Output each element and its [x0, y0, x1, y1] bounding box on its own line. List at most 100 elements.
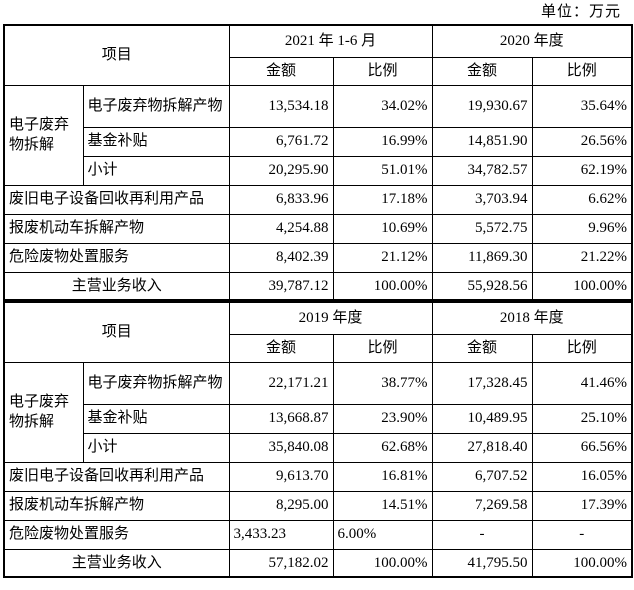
cell-total-amount: 41,795.50 — [431, 548, 533, 578]
cell-ratio: 35.64% — [531, 84, 633, 128]
cell-ratio: 21.12% — [332, 242, 433, 273]
cell-amount: 9,613.70 — [228, 461, 334, 492]
column-header-ratio: 比例 — [332, 333, 433, 363]
cell-amount: 5,572.75 — [431, 213, 533, 244]
cell-amount: 6,833.96 — [228, 184, 334, 215]
column-header-period-2021: 2021 年 1-6 月 — [228, 24, 433, 58]
row-group-label: 电子废弃物拆解 — [3, 84, 84, 186]
cell-total-ratio: 100.00% — [332, 548, 433, 578]
cell-ratio: 17.39% — [531, 490, 633, 521]
cell-ratio: 62.19% — [531, 155, 633, 186]
cell-amount: 10,489.95 — [431, 403, 533, 434]
table-row: 电子废弃物拆解 电子废弃物拆解产物 13,534.18 34.02% 19,93… — [3, 84, 633, 186]
cell-ratio: 9.96% — [531, 213, 633, 244]
cell-amount: 3,703.94 — [431, 184, 533, 215]
table-row: 基金补贴 13,668.87 23.90% 10,489.95 25.10% — [4, 403, 633, 434]
cell-ratio: 6.00% — [332, 519, 433, 550]
row-label: 废旧电子设备回收再利用产品 — [3, 184, 230, 215]
cell-amount: 4,254.88 — [228, 213, 334, 244]
table-subheader-row: 金额 比例 金额 比例 — [4, 333, 633, 363]
cell-ratio: 10.69% — [332, 213, 433, 244]
cell-amount: 14,851.90 — [431, 126, 533, 157]
row-label: 基金补贴 — [82, 403, 230, 434]
cell-total-ratio: 100.00% — [531, 271, 633, 301]
row-label: 小计 — [82, 155, 230, 186]
row-label: 废旧电子设备回收再利用产品 — [3, 461, 230, 492]
column-header-amount: 金额 — [228, 56, 334, 86]
cell-ratio-empty: - — [531, 519, 633, 550]
cell-total-ratio: 100.00% — [531, 548, 633, 578]
cell-ratio: 66.56% — [531, 432, 633, 463]
table-row: 小计 35,840.08 62.68% 27,818.40 66.56% — [4, 432, 633, 463]
table-row: 电子废弃物拆解 电子废弃物拆解产物 22,171.21 38.77% 17,32… — [3, 361, 633, 463]
cell-amount: 27,818.40 — [431, 432, 533, 463]
total-row-label: 主营业务收入 — [3, 548, 230, 578]
column-header-ratio: 比例 — [332, 56, 433, 86]
cell-ratio: 51.01% — [332, 155, 433, 186]
cell-amount: 17,328.45 — [431, 361, 533, 405]
column-header-amount: 金额 — [431, 56, 533, 86]
table-total-row: 主营业务收入 39,787.12 100.00% 55,928.56 100.0… — [3, 271, 633, 301]
cell-total-amount: 57,182.02 — [228, 548, 334, 578]
column-header-ratio: 比例 — [531, 56, 633, 86]
cell-amount: 11,869.30 — [431, 242, 533, 273]
table-row: 小计 20,295.90 51.01% 34,782.57 62.19% — [4, 155, 633, 186]
cell-amount: 22,171.21 — [228, 361, 334, 405]
column-header-period-2020: 2020 年度 — [431, 24, 633, 58]
cell-total-ratio: 100.00% — [332, 271, 433, 301]
table-header-row: 项目 2021 年 1-6 月 2020 年度 — [3, 24, 633, 86]
table-row: 危险废物处置服务 3,433.23 6.00% - - — [3, 519, 633, 550]
row-label: 小计 — [82, 432, 230, 463]
cell-ratio: 21.22% — [531, 242, 633, 273]
table-header-row: 项目 2019 年度 2018 年度 — [3, 301, 633, 363]
cell-ratio: 62.68% — [332, 432, 433, 463]
row-label: 电子废弃物拆解产物 — [82, 84, 230, 128]
column-header-period-2019: 2019 年度 — [228, 301, 433, 335]
cell-amount: 8,295.00 — [228, 490, 334, 521]
cell-ratio: 14.51% — [332, 490, 433, 521]
cell-amount: 13,534.18 — [228, 84, 334, 128]
cell-amount: 13,668.87 — [228, 403, 334, 434]
cell-ratio: 25.10% — [531, 403, 633, 434]
cell-amount-empty: - — [431, 519, 533, 550]
row-label: 报废机动车拆解产物 — [3, 213, 230, 244]
table-row: 废旧电子设备回收再利用产品 6,833.96 17.18% 3,703.94 6… — [3, 184, 633, 215]
cell-amount: 20,295.90 — [228, 155, 334, 186]
cell-ratio: 17.18% — [332, 184, 433, 215]
row-label: 电子废弃物拆解产物 — [82, 361, 230, 405]
cell-ratio: 41.46% — [531, 361, 633, 405]
row-label: 基金补贴 — [82, 126, 230, 157]
cell-amount: 6,761.72 — [228, 126, 334, 157]
table-row: 废旧电子设备回收再利用产品 9,613.70 16.81% 6,707.52 1… — [3, 461, 633, 492]
table-total-row: 主营业务收入 57,182.02 100.00% 41,795.50 100.0… — [3, 548, 633, 578]
row-label: 危险废物处置服务 — [3, 519, 230, 550]
table-subheader-row: 金额 比例 金额 比例 — [4, 56, 633, 86]
revenue-table-2019-2018: 项目 2019 年度 2018 年度 金额 比例 金额 比例 电子废弃物拆解 电… — [3, 301, 634, 578]
cell-amount: 19,930.67 — [431, 84, 533, 128]
cell-total-amount: 55,928.56 — [431, 271, 533, 301]
table-row: 基金补贴 6,761.72 16.99% 14,851.90 26.56% — [4, 126, 633, 157]
column-header-amount: 金额 — [431, 333, 533, 363]
cell-total-amount: 39,787.12 — [228, 271, 334, 301]
cell-amount: 8,402.39 — [228, 242, 334, 273]
column-header-item: 项目 — [3, 301, 230, 363]
column-header-amount: 金额 — [228, 333, 334, 363]
row-group-label: 电子废弃物拆解 — [3, 361, 84, 463]
table-row: 报废机动车拆解产物 8,295.00 14.51% 7,269.58 17.39… — [3, 490, 633, 521]
row-label: 危险废物处置服务 — [3, 242, 230, 273]
cell-amount: 34,782.57 — [431, 155, 533, 186]
cell-amount: 7,269.58 — [431, 490, 533, 521]
table-row: 危险废物处置服务 8,402.39 21.12% 11,869.30 21.22… — [3, 242, 633, 273]
cell-ratio: 26.56% — [531, 126, 633, 157]
cell-amount: 3,433.23 — [228, 519, 334, 550]
column-header-item: 项目 — [3, 24, 230, 86]
revenue-table-2021-2020: 项目 2021 年 1-6 月 2020 年度 金额 比例 金额 比例 电子废弃… — [3, 24, 634, 301]
column-header-period-2018: 2018 年度 — [431, 301, 633, 335]
cell-ratio: 16.81% — [332, 461, 433, 492]
table-row: 报废机动车拆解产物 4,254.88 10.69% 5,572.75 9.96% — [3, 213, 633, 244]
row-label: 报废机动车拆解产物 — [3, 490, 230, 521]
column-header-ratio: 比例 — [531, 333, 633, 363]
cell-ratio: 16.05% — [531, 461, 633, 492]
total-row-label: 主营业务收入 — [3, 271, 230, 301]
